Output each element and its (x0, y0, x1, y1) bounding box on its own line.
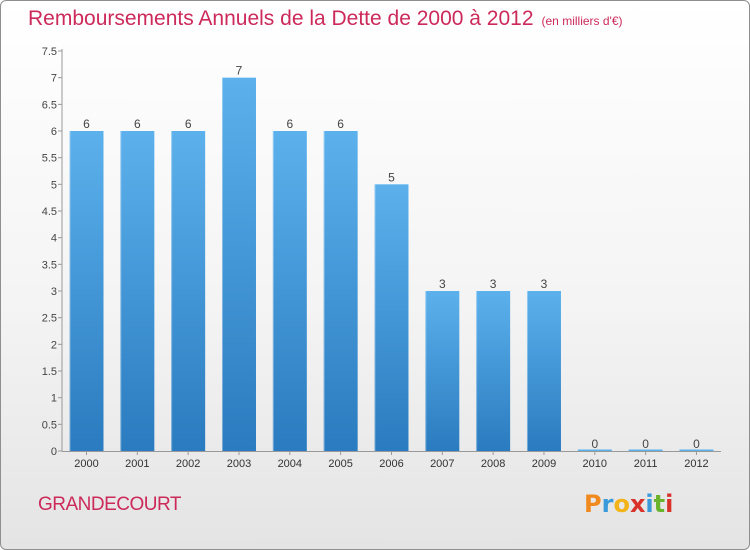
value-label: 6 (185, 117, 192, 131)
value-label: 6 (337, 117, 344, 131)
axes: 0 0.5 1 1.5 2 2.5 3 3.5 4 4.5 5 5.5 6 6.5 7 7.5 (42, 46, 721, 458)
value-label: 0 (642, 437, 649, 451)
x-tick-label: 2000 (74, 458, 98, 470)
x-tick-label: 2010 (583, 458, 607, 470)
labels: 2000 6 2001 6 2002 6 2003 7 2004 6 2005 6 2006 5 2007 3… (74, 64, 708, 470)
bar-2009 (526, 291, 561, 451)
y-tick-label: 1 (51, 393, 57, 405)
y-tick-label: 6 (51, 126, 57, 138)
x-tick-label: 2002 (176, 458, 200, 470)
value-label: 3 (439, 277, 446, 291)
value-label: 0 (693, 437, 700, 451)
bar-2012 (679, 449, 714, 451)
y-tick-label: 5 (51, 179, 57, 191)
value-label: 5 (388, 170, 395, 184)
y-tick-label: 2 (51, 339, 57, 351)
x-tick-label: 2007 (430, 458, 454, 470)
y-tick-label: 7.5 (42, 46, 57, 58)
bar-2005 (323, 131, 358, 451)
bar-2004 (272, 131, 307, 451)
commune-name: GRANDECOURT (38, 494, 182, 515)
bar-2002 (171, 131, 206, 451)
y-tick-label: 1.5 (42, 366, 57, 378)
x-tick-label: 2004 (278, 458, 302, 470)
logo-letter: x (629, 490, 646, 518)
x-tick-label: 2008 (481, 458, 505, 470)
bar-2001 (120, 131, 155, 451)
bar-2003 (221, 77, 256, 452)
x-tick-label: 2005 (328, 458, 352, 470)
chart-title: Remboursements Annuels de la Dette de 20… (28, 7, 623, 30)
bar-2011 (628, 449, 663, 451)
logo-letter: r (601, 490, 614, 518)
bar-2010 (577, 449, 612, 451)
bars (69, 77, 714, 452)
x-tick-label: 2003 (227, 458, 251, 470)
value-label: 6 (134, 117, 141, 131)
y-tick-label: 2.5 (42, 313, 57, 325)
y-tick-label: 5.5 (42, 153, 57, 165)
value-label: 3 (490, 277, 497, 291)
chart-subtitle: (en milliers d'€) (541, 14, 623, 28)
value-label: 6 (286, 117, 293, 131)
logo-letter: P (584, 490, 602, 518)
y-tick-label: 7 (51, 73, 57, 85)
logo-letter: t (653, 490, 666, 518)
y-tick-label: 0 (51, 446, 57, 458)
value-label: 6 (83, 117, 90, 131)
logo-letter: i (645, 490, 654, 518)
x-tick-label: 2012 (684, 458, 708, 470)
logo-letter: i (665, 490, 674, 518)
y-tick-label: 3 (51, 286, 57, 298)
value-label: 0 (591, 437, 598, 451)
y-tick-label: 6.5 (42, 99, 57, 111)
bar-2000 (69, 131, 104, 451)
y-tick-label: 4.5 (42, 206, 57, 218)
x-tick-label: 2001 (125, 458, 149, 470)
x-tick-label: 2011 (634, 458, 658, 470)
bar-2006 (374, 184, 409, 452)
value-label: 3 (541, 277, 548, 291)
proxiti-logo[interactable]: Proxiti (584, 490, 673, 518)
logo-letter: o (613, 490, 630, 518)
bar-2007 (425, 291, 460, 451)
y-tick-label: 3.5 (42, 259, 57, 271)
x-tick-label: 2009 (532, 458, 556, 470)
y-tick-label: 4 (51, 233, 57, 245)
y-tick-label: 0.5 (42, 419, 57, 431)
bar-2008 (476, 291, 511, 451)
x-tick-label: 2006 (379, 458, 403, 470)
value-label: 7 (236, 64, 243, 78)
